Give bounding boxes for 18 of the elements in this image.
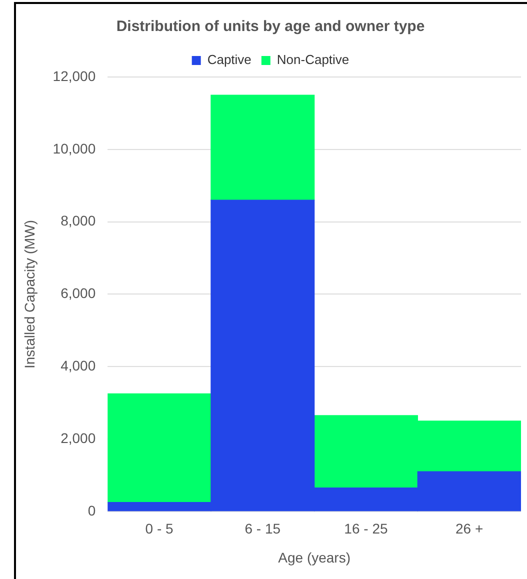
y-tick-label: 8,000 [60, 212, 96, 229]
x-tick-label: 0 - 5 [145, 520, 174, 537]
legend-label: Non-Captive [276, 52, 350, 68]
y-tick-label: 6,000 [60, 285, 96, 302]
x-tick-label: 6 - 15 [244, 520, 281, 537]
y-tick-label: 12,000 [52, 68, 96, 84]
y-tick-label: 10,000 [52, 140, 96, 156]
x-tick-label: 26 + [456, 520, 484, 537]
bar [210, 94, 315, 200]
y-tick-label: 4,000 [60, 357, 96, 374]
y-tick-label: 2,000 [60, 430, 96, 446]
y-tick-label: 0 [88, 502, 96, 518]
chart-title: Distribution of units by age and owner type [116, 18, 425, 36]
bar [108, 393, 212, 503]
legend-label: Captive [207, 52, 252, 68]
x-axis-title: Age (years) [278, 549, 350, 566]
x-tick-label: 16 - 25 [344, 520, 388, 537]
y-axis-title: Installed Capacity (MW) [21, 220, 38, 368]
